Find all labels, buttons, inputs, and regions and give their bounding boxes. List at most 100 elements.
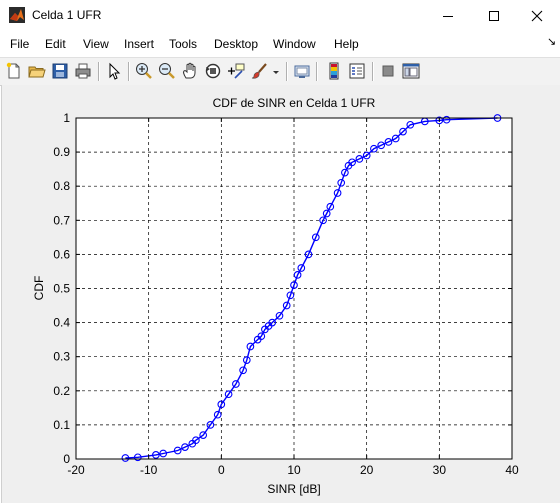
zoom-out-icon[interactable]: [157, 61, 177, 81]
insert-colorbar-icon[interactable]: [324, 61, 344, 81]
x-axis-label: SINR [dB]: [267, 482, 320, 496]
data-point: [370, 144, 378, 153]
zoom-in-icon[interactable]: [134, 61, 154, 81]
print-icon[interactable]: [73, 61, 93, 81]
y-axis-label: CDF: [32, 276, 46, 301]
menu-window[interactable]: Window: [273, 37, 316, 51]
pan-icon[interactable]: [180, 61, 200, 81]
title-bar: Celda 1 UFR: [0, 0, 560, 31]
menu-insert[interactable]: Insert: [124, 37, 155, 51]
data-point: [206, 421, 215, 429]
x-tick-label: 30: [433, 463, 447, 477]
x-tick-label: 40: [505, 463, 519, 477]
data-point: [213, 410, 222, 419]
menu-desktop[interactable]: Desktop: [214, 37, 259, 51]
data-point: [337, 178, 346, 187]
menu-edit[interactable]: Edit: [45, 37, 66, 51]
save-icon[interactable]: [50, 61, 70, 81]
data-point: [199, 431, 208, 439]
link-plot-icon[interactable]: [292, 61, 312, 81]
data-point: [242, 356, 251, 364]
edit-plot-icon[interactable]: [104, 61, 124, 81]
y-tick-label: 0.7: [53, 213, 70, 227]
data-point: [341, 168, 349, 177]
data-point: [181, 443, 189, 451]
data-point: [384, 138, 393, 146]
x-tick-label: 10: [287, 463, 301, 477]
data-point: [293, 271, 302, 279]
data-cursor-icon[interactable]: [226, 61, 246, 81]
data-point: [275, 311, 284, 320]
figure-canvas: -20 -10 0 10 20 30 40 0 0.1 0.2 0.3 0.4 0.5 0.6 0.7 0.8…: [1, 85, 560, 503]
y-tick-label: 0.1: [53, 418, 70, 432]
data-markers: [121, 114, 502, 462]
data-point: [304, 250, 313, 259]
dock-arrow-icon[interactable]: ↘: [547, 36, 557, 48]
window-title: Celda 1 UFR: [32, 8, 102, 22]
data-point: [121, 454, 130, 462]
brush-dropdown-icon[interactable]: [270, 61, 282, 81]
data-point: [133, 453, 142, 462]
menu-file[interactable]: File: [10, 37, 30, 51]
data-point: [286, 291, 295, 300]
data-point: [192, 436, 200, 445]
data-point: [297, 264, 306, 272]
data-point: [311, 233, 320, 242]
y-tick-label: 0.8: [53, 179, 70, 193]
brush-icon[interactable]: [249, 61, 269, 81]
data-point: [333, 189, 342, 197]
data-point: [399, 127, 407, 136]
y-tick-label: 1: [63, 111, 70, 125]
data-point: [224, 390, 233, 399]
toolbar-separator: [286, 62, 287, 81]
rotate-3d-icon[interactable]: [203, 61, 223, 81]
menu-bar: File Edit View Insert Tools Desktop Wind…: [0, 31, 560, 57]
insert-legend-icon[interactable]: [347, 61, 367, 81]
y-tick-label: 0.9: [53, 145, 70, 159]
y-tick-label: 0.4: [53, 316, 70, 330]
show-plot-tools-icon[interactable]: [401, 61, 421, 81]
hide-plot-tools-icon[interactable]: [378, 61, 398, 81]
data-point: [257, 332, 266, 341]
data-point: [355, 155, 364, 163]
x-tick-label: -10: [140, 463, 158, 477]
cdf-line: [125, 117, 498, 459]
menu-view[interactable]: View: [83, 37, 109, 51]
data-point: [268, 318, 277, 327]
data-point: [391, 134, 400, 143]
menu-help[interactable]: Help: [334, 37, 359, 51]
open-file-icon[interactable]: [27, 61, 47, 81]
minimize-button[interactable]: [425, 0, 471, 31]
axis-ticks: -20 -10 0 10 20 30 40 0 0.1 0.2 0.3 0.4 0.5 0.6 0.7 0.8…: [53, 111, 519, 477]
data-point: [232, 380, 240, 388]
data-point: [348, 158, 356, 167]
data-point: [239, 366, 247, 375]
new-figure-icon[interactable]: [4, 61, 24, 81]
data-point: [319, 216, 327, 225]
data-point: [442, 115, 451, 124]
data-point: [326, 202, 335, 211]
data-point: [217, 400, 226, 409]
minimize-icon: [443, 15, 453, 17]
y-tick-label: 0.5: [53, 282, 70, 296]
data-point: [152, 451, 160, 459]
data-point: [173, 446, 182, 455]
matlab-figure-icon[interactable]: [9, 7, 25, 23]
data-point: [159, 449, 168, 458]
data-point: [322, 209, 331, 218]
toolbar-separator: [128, 62, 129, 81]
menu-tools[interactable]: Tools: [169, 37, 198, 51]
chart-title: CDF de SINR en Celda 1 UFR: [213, 96, 376, 110]
y-tick-label: 0.2: [53, 384, 70, 398]
maximize-button[interactable]: [471, 0, 517, 31]
data-point: [282, 301, 291, 310]
y-tick-label: 0: [63, 452, 70, 466]
toolbar-separator: [316, 62, 317, 81]
data-point: [435, 116, 444, 125]
figure-toolbar: [0, 57, 560, 86]
x-tick-label: 0: [218, 463, 225, 477]
close-button[interactable]: [514, 0, 560, 31]
y-tick-label: 0.6: [53, 247, 70, 261]
x-tick-label: 20: [360, 463, 374, 477]
